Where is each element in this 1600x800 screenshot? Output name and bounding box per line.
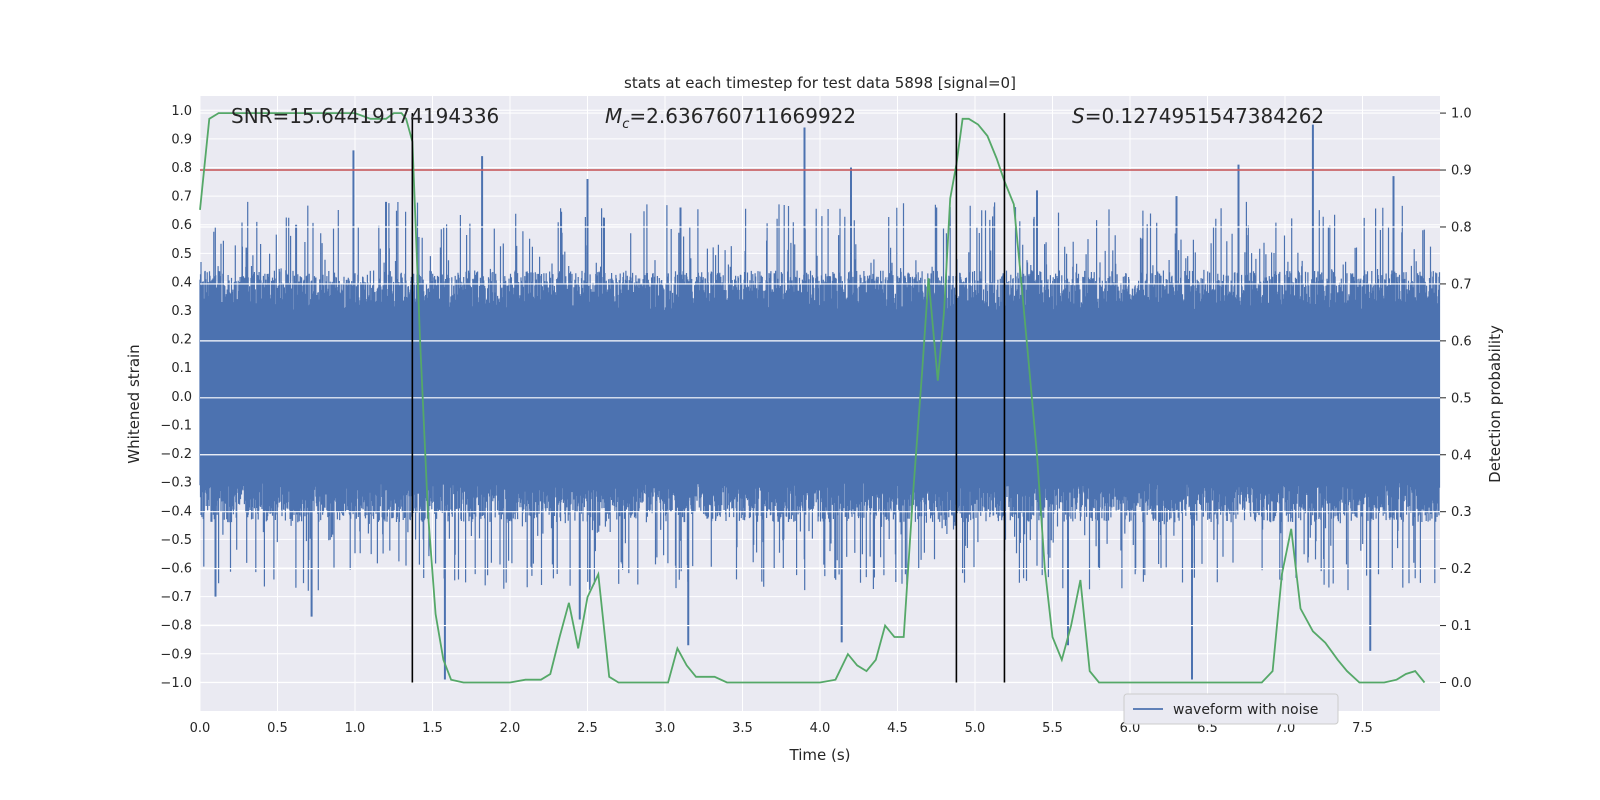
mc-value: =2.636760711669922 [629, 104, 856, 128]
y-left-tick-label: 0.0 [171, 390, 192, 405]
y-left-tick-label: 0.5 [171, 247, 192, 262]
y-left-tick-label: −1.0 [160, 676, 192, 691]
x-tick-label: 3.0 [655, 721, 676, 736]
y-axis-left-label: Whitened strain [125, 344, 143, 463]
right-axis-gridlines [200, 112, 1440, 684]
y-right-tick-label: 0.2 [1451, 562, 1472, 577]
legend-label: waveform with noise [1173, 702, 1318, 718]
y-right-tick-label: 0.9 [1451, 164, 1472, 179]
y-left-tick-label: 0.9 [171, 132, 192, 147]
legend: waveform with noise [1123, 693, 1339, 725]
y-right-tick-label: 0.1 [1451, 619, 1472, 634]
y-right-tick-label: 0.7 [1451, 277, 1472, 292]
y-left-tick-label: −0.8 [160, 619, 192, 634]
x-tick-label: 2.0 [500, 721, 521, 736]
detection-probability-line [199, 112, 1426, 684]
y-left-tick-label: −0.2 [160, 447, 192, 462]
x-tick-label: 4.0 [810, 721, 831, 736]
y-left-tick-label: −0.3 [160, 476, 192, 491]
y-right-tick-label: 1.0 [1451, 107, 1472, 122]
x-tick-label: 0.5 [267, 721, 288, 736]
y-axis-right-label: Detection probability [1486, 325, 1504, 483]
x-tick-label: 3.5 [732, 721, 753, 736]
x-tick-label: 1.5 [422, 721, 443, 736]
y-left-tick-label: 0.8 [171, 161, 192, 176]
y-left-tick-label: 0.6 [171, 218, 192, 233]
x-tick-label: 6.0 [1120, 721, 1141, 736]
s-value: =0.1274951547384262 [1085, 104, 1324, 128]
s-annotation: S=0.1274951547384262 [1072, 104, 1324, 128]
y-left-tick-label: 0.2 [171, 333, 192, 348]
chirp-mass-annotation: Mc=2.636760711669922 [605, 104, 856, 132]
mc-symbol: M [605, 104, 622, 128]
x-tick-label: 0.0 [190, 721, 211, 736]
waveform-series [199, 124, 1441, 680]
y-left-tick-label: 0.7 [171, 190, 192, 205]
y-right-tick-label: 0.6 [1451, 334, 1472, 349]
left-axis-ticks: 1.0 0.9 0.8 0.7 0.6 0.5 0.4 0.3 0.2 0.1 0.0 −0.1 −0.… [160, 104, 192, 691]
chart-title: stats at each timestep for test data 589… [624, 74, 1016, 92]
y-left-tick-label: −0.9 [160, 647, 192, 662]
x-tick-label: 2.5 [577, 721, 598, 736]
detection-probability-series [199, 112, 1440, 684]
x-tick-label: 1.0 [345, 721, 366, 736]
x-tick-label: 4.5 [887, 721, 908, 736]
x-tick-label: 7.0 [1275, 721, 1296, 736]
y-right-tick-label: 0.8 [1451, 220, 1472, 235]
vertical-markers [411, 113, 1006, 683]
y-left-tick-label: −0.5 [160, 533, 192, 548]
snr-annotation: SNR=15.64419174194336 [231, 104, 499, 128]
y-left-tick-label: −0.6 [160, 561, 192, 576]
y-right-tick-label: 0.4 [1451, 448, 1472, 463]
y-right-tick-label: 0.0 [1451, 676, 1472, 691]
legend-box [1123, 693, 1339, 725]
y-left-tick-label: 1.0 [171, 104, 192, 119]
x-tick-label: 7.5 [1352, 721, 1373, 736]
waveform-core [200, 310, 1440, 483]
y-left-tick-label: −0.4 [160, 504, 192, 519]
x-tick-label: 5.0 [965, 721, 986, 736]
x-tick-label: 5.5 [1042, 721, 1063, 736]
x-tick-label: 6.5 [1197, 721, 1218, 736]
y-left-tick-label: −0.7 [160, 590, 192, 605]
x-axis-ticks: 0.0 0.5 1.0 1.5 2.0 2.5 3.0 3.5 4.0 4.5 5.0 5.5 6.0 6… [190, 721, 1373, 736]
y-right-tick-label: 0.5 [1451, 391, 1472, 406]
mc-subscript: c [622, 117, 629, 132]
y-left-tick-label: 0.4 [171, 275, 192, 290]
y-left-tick-label: −0.1 [160, 418, 192, 433]
y-left-tick-label: 0.1 [171, 361, 192, 376]
y-left-tick-label: 0.3 [171, 304, 192, 319]
right-axis-ticks: 0.0 0.1 0.2 0.3 0.4 0.5 0.6 0.7 0.8 0.9 1.0 [1440, 107, 1472, 691]
y-right-tick-label: 0.3 [1451, 505, 1472, 520]
x-axis-label: Time (s) [789, 746, 851, 764]
s-symbol: S [1072, 104, 1085, 128]
